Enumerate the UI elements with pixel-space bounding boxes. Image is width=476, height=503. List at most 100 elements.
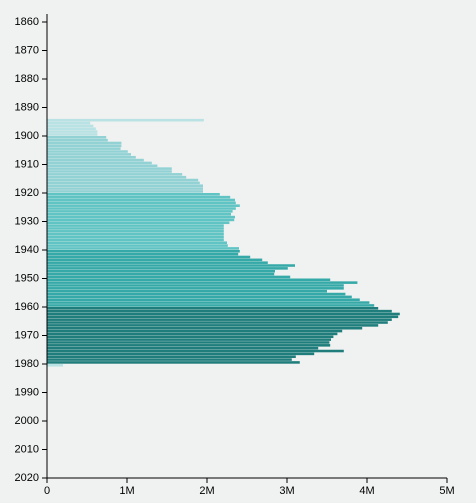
bar — [47, 335, 334, 339]
bar — [47, 258, 263, 262]
bar — [47, 238, 224, 242]
bar — [47, 212, 231, 216]
bar — [47, 244, 228, 247]
bar — [47, 264, 295, 267]
bar — [47, 136, 107, 139]
bar — [47, 267, 288, 270]
y-tick-label: 1910 — [15, 158, 39, 170]
bar — [47, 153, 131, 156]
y-tick-label: 1980 — [15, 358, 39, 370]
bar — [47, 275, 291, 279]
bar — [47, 141, 122, 145]
x-tick-label: 0 — [44, 485, 50, 497]
bar — [47, 118, 204, 122]
bar — [47, 261, 268, 264]
bar — [47, 147, 121, 150]
bar — [47, 250, 240, 253]
bar — [47, 155, 136, 159]
bar — [47, 324, 379, 327]
bar — [47, 181, 200, 185]
bar — [47, 218, 235, 222]
bar — [47, 201, 236, 205]
bar — [47, 127, 96, 130]
y-tick-label: 2000 — [15, 415, 39, 427]
bar — [47, 301, 370, 304]
y-tick-label: 1970 — [15, 329, 39, 341]
y-tick-label: 2010 — [15, 443, 39, 455]
bar — [47, 187, 203, 190]
bar — [47, 344, 331, 347]
x-tick-label: 4M — [359, 485, 374, 497]
bar — [47, 204, 240, 207]
bar — [47, 207, 236, 210]
bar — [47, 332, 338, 336]
y-tick-label: 1990 — [15, 386, 39, 398]
bar — [47, 221, 230, 225]
bar — [47, 190, 203, 193]
bar — [47, 309, 392, 313]
y-tick-label: 1930 — [15, 215, 39, 227]
bar — [47, 284, 344, 287]
bar — [47, 184, 203, 187]
bar — [47, 173, 183, 176]
bar — [47, 255, 251, 259]
y-tick-label: 1940 — [15, 244, 39, 256]
bar — [47, 318, 392, 321]
bar — [47, 230, 224, 233]
bar — [47, 321, 388, 324]
bar — [47, 144, 122, 148]
bar — [47, 312, 400, 316]
bar — [47, 232, 224, 236]
bar — [47, 329, 343, 333]
bar — [47, 178, 199, 182]
bar — [47, 193, 220, 196]
bar — [47, 138, 108, 142]
bar — [47, 215, 235, 219]
bar — [47, 170, 172, 173]
bar — [47, 130, 98, 133]
x-tick-label: 2M — [199, 485, 214, 497]
x-tick-label: 5M — [439, 485, 454, 497]
y-tick-label: 1860 — [15, 16, 39, 28]
bar — [47, 295, 352, 299]
bar — [47, 247, 239, 250]
bar — [47, 124, 94, 128]
y-tick-label: 1880 — [15, 73, 39, 85]
bar — [47, 307, 379, 310]
bar — [47, 358, 292, 361]
y-tick-label: 1960 — [15, 301, 39, 313]
bar — [47, 210, 233, 213]
bar — [47, 289, 327, 293]
bar — [47, 361, 300, 364]
bar — [47, 252, 239, 256]
bar — [47, 287, 344, 290]
bar — [47, 304, 375, 307]
bar — [47, 167, 172, 170]
bar — [47, 326, 363, 330]
y-tick-label: 1900 — [15, 130, 39, 142]
bar — [47, 241, 227, 244]
y-tick-label: 1890 — [15, 101, 39, 113]
bar — [47, 346, 319, 350]
bar — [47, 224, 224, 227]
bar — [47, 158, 144, 162]
bar — [47, 161, 152, 165]
y-tick-label: 1870 — [15, 44, 39, 56]
bar — [47, 269, 275, 273]
bar — [47, 227, 224, 230]
y-tick-label: 2020 — [15, 472, 39, 484]
bar — [47, 175, 187, 179]
bar — [47, 278, 331, 282]
bar — [47, 352, 315, 356]
bar — [47, 338, 331, 341]
bar — [47, 341, 330, 344]
bar — [47, 298, 360, 301]
y-tick-label: 1920 — [15, 187, 39, 199]
bar — [47, 133, 98, 136]
bar — [47, 281, 358, 284]
bar — [47, 121, 91, 125]
x-tick-label: 1M — [119, 485, 134, 497]
bar — [47, 198, 235, 202]
bar — [47, 355, 296, 358]
bar — [47, 272, 275, 276]
